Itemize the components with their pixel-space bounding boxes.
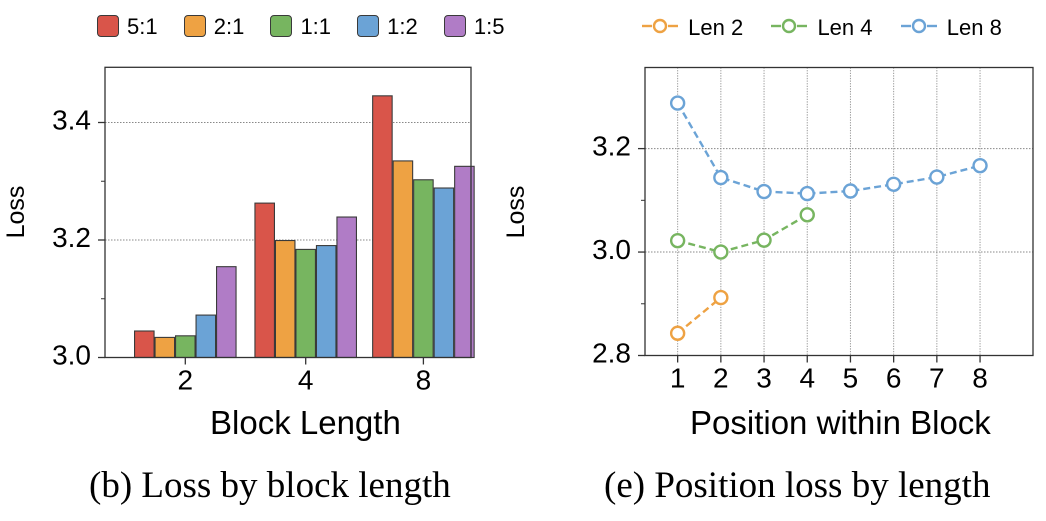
svg-text:6: 6 bbox=[886, 363, 902, 394]
svg-text:1: 1 bbox=[670, 363, 686, 394]
svg-text:3.2: 3.2 bbox=[52, 222, 91, 253]
svg-text:3.4: 3.4 bbox=[52, 105, 91, 136]
svg-text:8: 8 bbox=[972, 363, 988, 394]
svg-text:Loss: Loss bbox=[502, 186, 530, 239]
svg-text:3.0: 3.0 bbox=[592, 234, 631, 265]
svg-text:2: 2 bbox=[713, 363, 729, 394]
svg-text:3.2: 3.2 bbox=[592, 131, 631, 162]
svg-text:2.8: 2.8 bbox=[592, 338, 631, 369]
svg-text:2: 2 bbox=[178, 365, 194, 396]
svg-text:5: 5 bbox=[843, 363, 859, 394]
svg-text:7: 7 bbox=[929, 363, 945, 394]
svg-text:4: 4 bbox=[799, 363, 815, 394]
svg-text:3.0: 3.0 bbox=[52, 340, 91, 371]
svg-text:Loss: Loss bbox=[2, 186, 30, 239]
svg-text:3: 3 bbox=[756, 363, 772, 394]
svg-text:4: 4 bbox=[298, 365, 314, 396]
svg-text:8: 8 bbox=[416, 365, 432, 396]
